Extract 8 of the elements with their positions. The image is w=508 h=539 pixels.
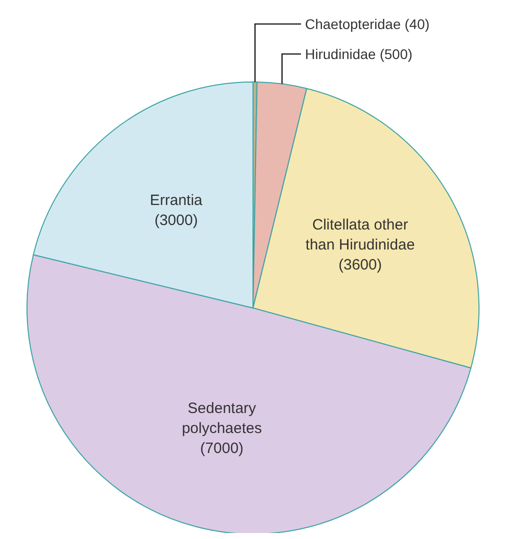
data-label: (3600) — [338, 256, 382, 274]
slice-label: Hirudinidae (500) — [305, 46, 412, 62]
slice-label: Chaetopteridae (40) — [305, 16, 430, 32]
data-label: (7000) — [200, 440, 244, 457]
slice-label: Clitellata other than Hirudinidae — [306, 216, 415, 254]
data-label: (3000) — [154, 212, 198, 229]
slice-label: Errantia — [150, 192, 204, 209]
slice-label: Sedentary polychaetes — [182, 400, 262, 437]
